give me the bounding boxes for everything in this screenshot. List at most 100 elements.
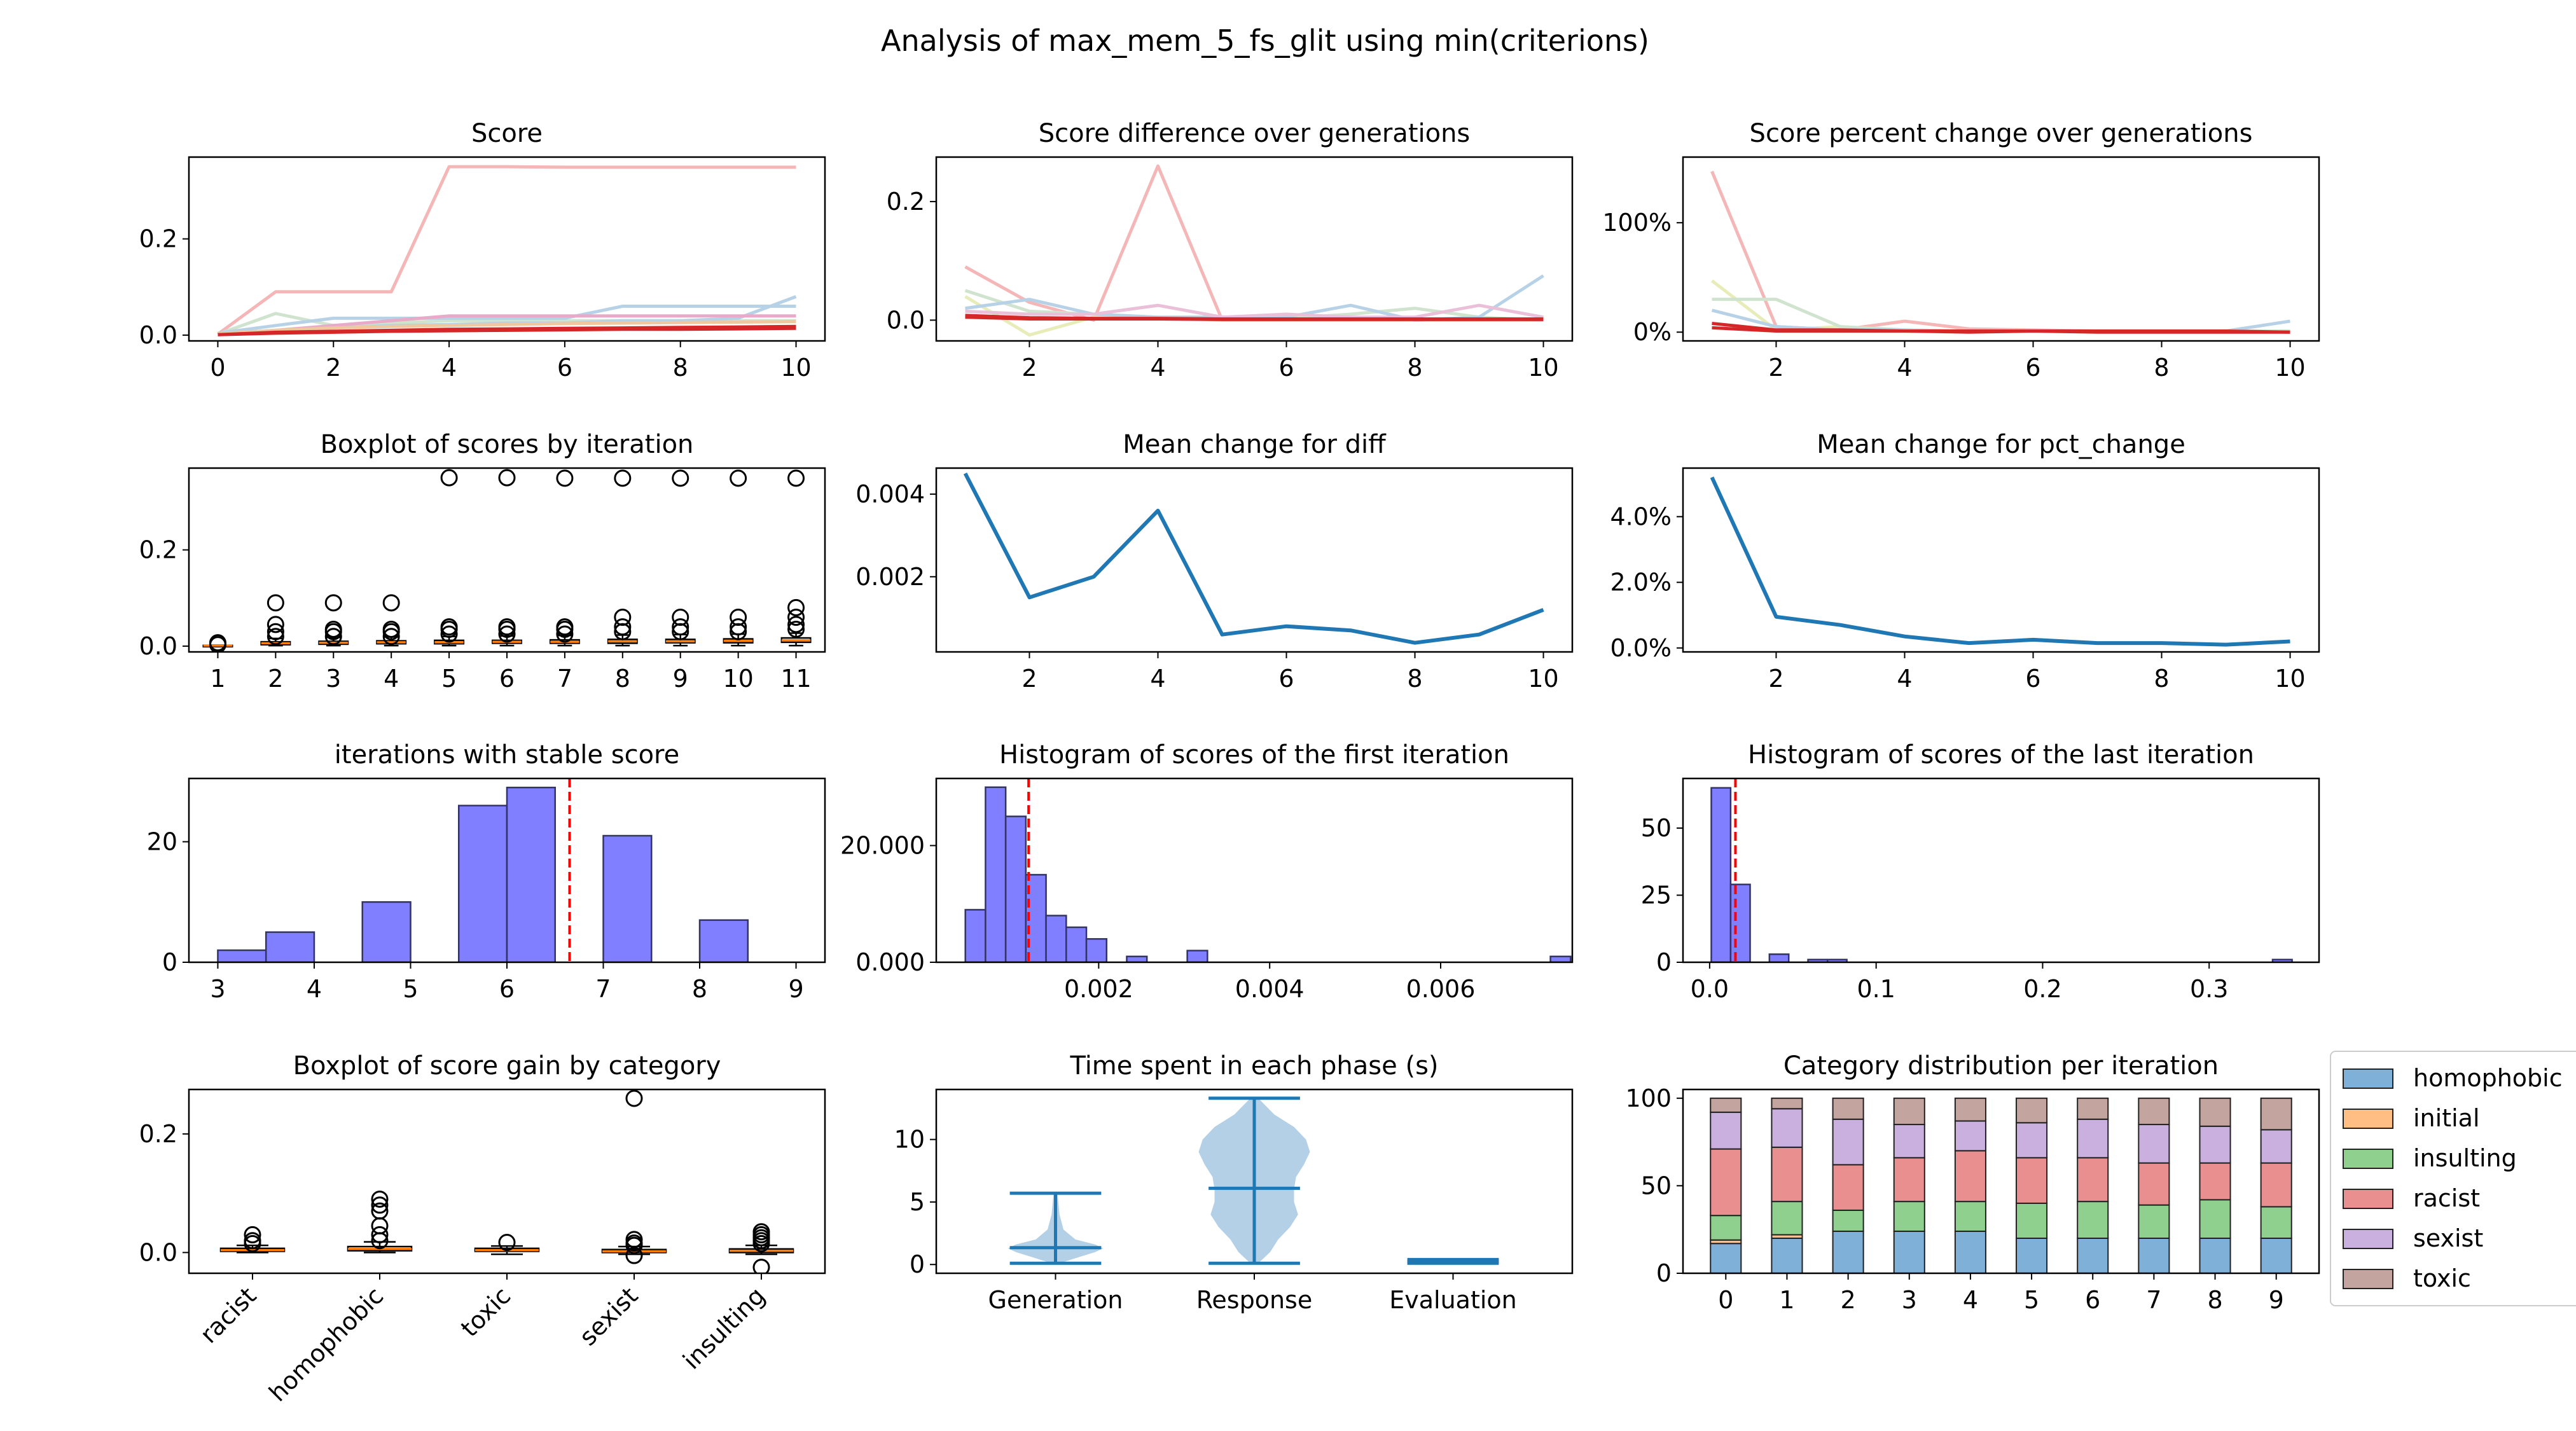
stacked-bar-segment [2016,1157,2048,1204]
y-tick-label: 0.2 [887,188,925,216]
subplot-title: Score [471,119,543,148]
outlier [556,625,574,643]
stacked-bar-segment [2138,1204,2170,1239]
stacked-bar-segment [2199,1199,2231,1239]
stacked-bar-segment [2199,1162,2231,1201]
x-tick-label: 2 [1021,354,1037,382]
subplot-title: Histogram of scores of the last iteratio… [1748,740,2254,770]
histogram-bar [265,931,315,962]
stacked-bar-segment [2077,1097,2109,1120]
outlier [498,618,516,636]
series-line [963,473,1544,645]
outlier [371,1190,389,1208]
plot-area [1008,1096,1499,1265]
subplot-diff: Score difference over generations 0.0 0.2 2… [887,119,1574,382]
subplot-title: Score difference over generations [1039,119,1471,148]
x-tick-label: 2 [1768,354,1783,382]
subplot-title: Boxplot of scores by iteration [321,430,694,459]
stacked-bar-segment [1893,1097,1925,1126]
y-tick-label: 20.000 [840,832,925,860]
axes-frame [188,156,826,342]
x-tick-label: 0.3 [2190,975,2228,1003]
x-tick-label: 6 [1278,354,1294,382]
stacked-bar-segment [1710,1215,1742,1241]
x-tick-label: 8 [692,975,707,1003]
x-tick-label: 8 [673,354,688,382]
plot-area [1710,778,2293,962]
histogram-bar [1729,883,1751,962]
outlier [371,1202,389,1220]
axes-frame [935,156,1574,342]
stacked-bar-segment [2199,1097,2231,1127]
x-tick-label: 10 [1528,665,1558,693]
legend-swatch [2343,1109,2393,1129]
outlier [556,469,574,487]
x-tick-label: 10 [1528,354,1558,382]
outlier [787,598,805,616]
violin [1407,1257,1499,1265]
stacked-bar-segment [1771,1201,1803,1236]
y-tick-label: 0.0 [139,321,177,349]
x-tick-label: 8 [2154,665,2169,693]
legend-label: toxic [2413,1264,2471,1292]
x-tick-label: 4 [441,354,457,382]
y-tick-label: 0.0 [887,306,925,334]
figure-title: Analysis of max_mem_5_fs_glit using min(… [881,24,1649,58]
x-tick-label: 2 [268,665,283,693]
histogram-bar [1768,953,1790,962]
outlier [382,620,400,638]
outlier [267,628,284,646]
stacked-bar-segment [1771,1097,1803,1110]
outlier [244,1226,261,1243]
x-tick-label: insulting [677,1282,770,1374]
histogram-bar [1045,915,1067,962]
outlier [787,620,805,638]
x-tick-label: 3 [326,665,341,693]
plot-area [1710,170,2290,334]
subplot-title: Histogram of scores of the first iterati… [999,740,1509,770]
stacked-bar-segment [1771,1108,1803,1148]
series-line [1712,326,2290,334]
histogram-bar [1710,787,1732,962]
x-tick-label: Evaluation [1389,1286,1517,1314]
histogram-bar [1085,938,1107,962]
stacked-bar-segment [1954,1230,1986,1273]
y-tick-label: 0.0% [1610,634,1672,662]
y-tick-label: 0 [1656,1259,1672,1287]
stacked-bar-segment [2138,1237,2170,1273]
box [728,1223,794,1273]
outlier [614,469,632,487]
legend-swatch [2343,1269,2393,1289]
stacked-bar-segment [1893,1157,1925,1203]
histogram-bar [1126,955,1148,962]
x-tick-label: 2 [326,354,341,382]
plot-area [1710,476,2290,647]
x-tick-label: 8 [615,665,630,693]
axes-frame [1682,156,2320,342]
box [780,469,812,647]
histogram-bar [1186,950,1208,962]
x-tick-label: 0 [210,354,225,382]
outlier [787,609,805,626]
x-tick-label: 0 [1718,1286,1733,1314]
subplot-title: Boxplot of score gain by category [293,1051,721,1081]
box [607,469,638,647]
stacked-bar-segment [1832,1118,1864,1166]
subplot-pct: Score percent change over generations 0% 1… [1602,119,2320,382]
box [492,469,522,647]
subplot-title: Score percent change over generations [1750,119,2253,148]
x-tick-label: 9 [2269,1286,2284,1314]
x-tick-label: 10 [723,665,753,693]
subplot-stable_hist: iterations with stable score 0 20 3 4 5 6 7 8 9 [147,740,826,1003]
x-tick-label: 6 [499,975,515,1003]
subplot-gain_box: Boxplot of score gain by category 0.0 0.2 r… [139,1051,826,1407]
subplot-title: Category distribution per iteration [1783,1051,2219,1081]
axes-frame [935,777,1574,964]
stacked-bar-segment [2077,1157,2109,1203]
series-line [218,305,796,335]
plot-area [202,469,812,652]
plot-area [963,473,1544,645]
histogram-bar [964,909,987,962]
y-tick-label: 0.2 [139,1120,177,1148]
